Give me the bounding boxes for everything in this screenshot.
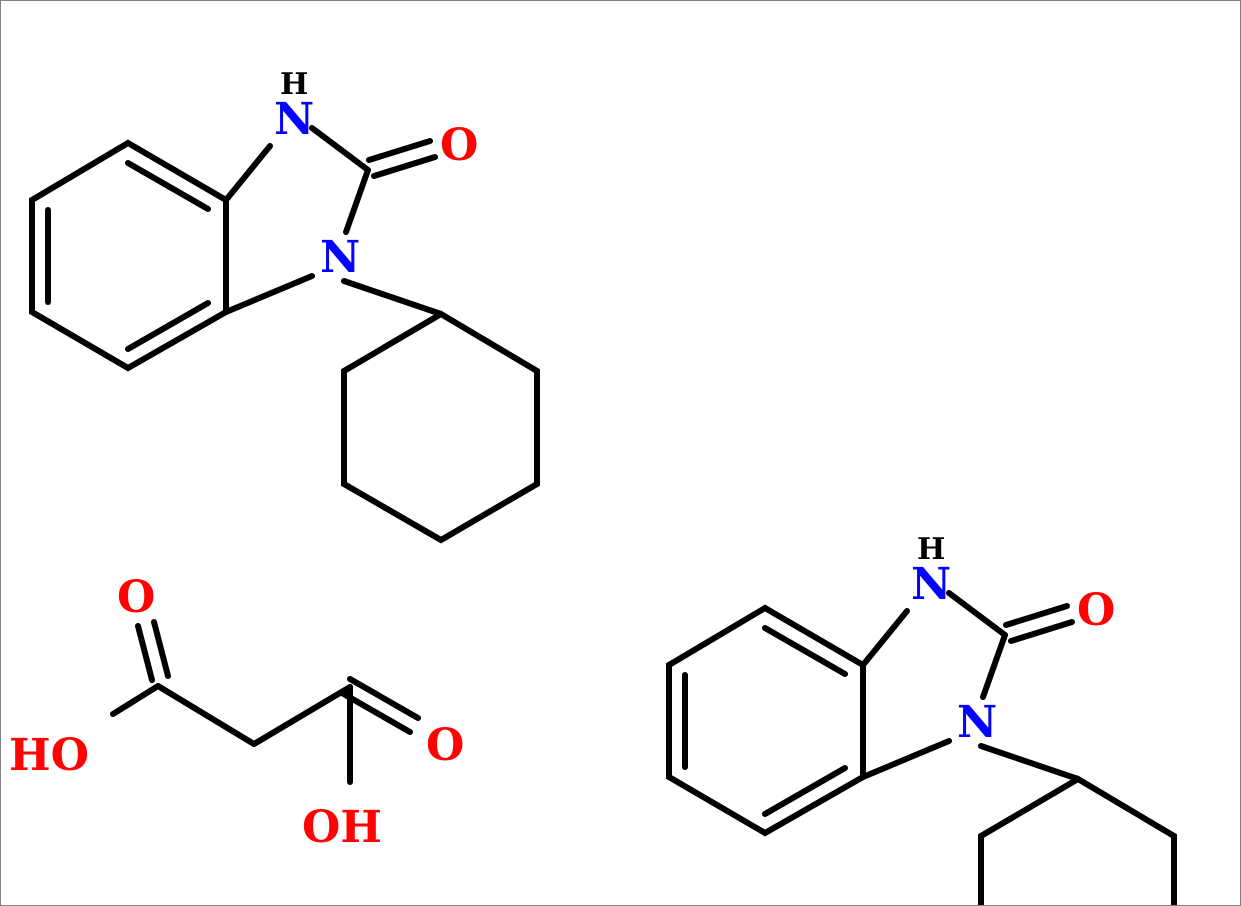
label-N-bot-b: N bbox=[957, 697, 997, 748]
label-OH: OH bbox=[302, 802, 382, 853]
label-O-a: O bbox=[440, 120, 478, 171]
molecule-diagram: HO O O OH N H N O bbox=[0, 0, 1241, 906]
label-O-left: O bbox=[117, 572, 155, 623]
label-O-right: O bbox=[426, 720, 464, 771]
label-HO: HO bbox=[9, 730, 89, 781]
label-N-bot-a: N bbox=[320, 232, 360, 283]
label-O-b: O bbox=[1077, 585, 1115, 636]
label-H-b: H bbox=[917, 532, 945, 567]
label-H-a: H bbox=[280, 67, 308, 102]
